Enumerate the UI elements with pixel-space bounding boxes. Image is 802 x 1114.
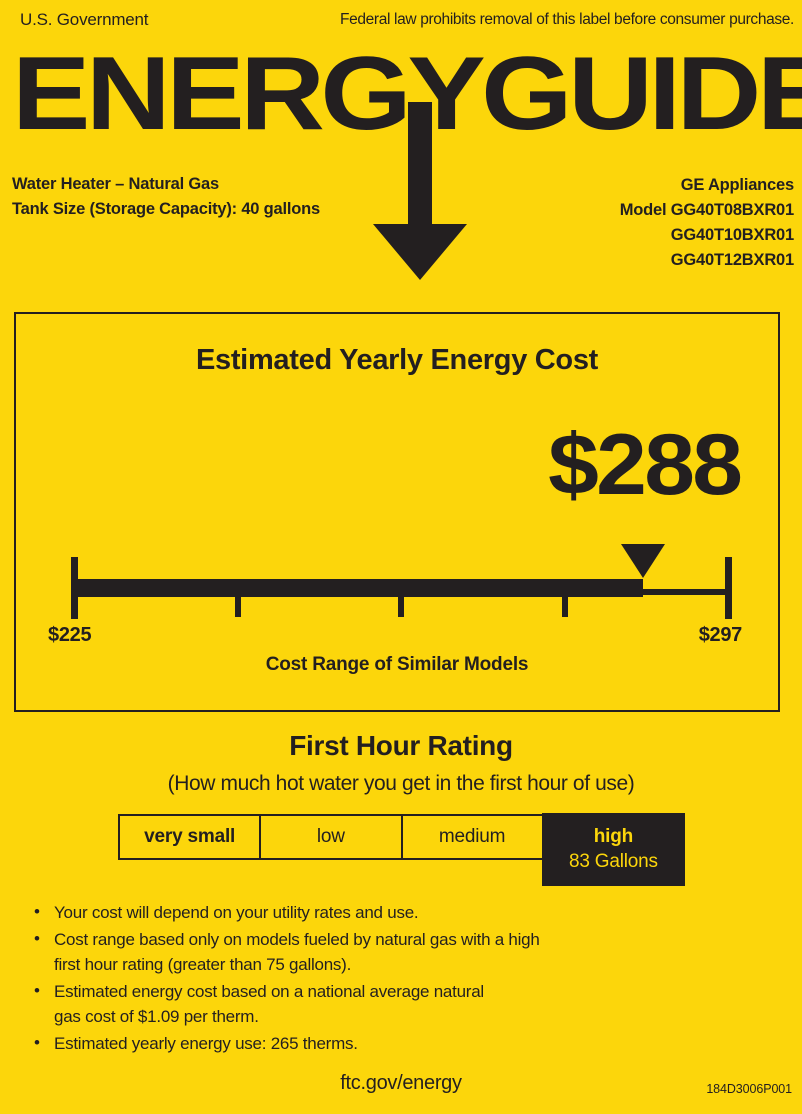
- disclaimer-bullet: Estimated energy cost based on a nationa…: [32, 978, 632, 1029]
- product-description: Water Heater – Natural Gas Tank Size (St…: [12, 172, 320, 222]
- energyguide-wordmark-block: ENERGYGUIDE: [0, 36, 802, 280]
- model-line-1: Model GG40T08BXR01: [619, 201, 794, 219]
- first-hour-rating-title: First Hour Rating: [289, 730, 513, 761]
- disclaimer-bullet: Cost range based only on models fueled b…: [32, 926, 632, 977]
- header-strip: U.S. Government Federal law prohibits re…: [0, 10, 802, 36]
- first-hour-rating-subtitle: (How much hot water you get in the first…: [167, 772, 635, 795]
- fhr-cell-high: high 83 Gallons: [541, 813, 685, 886]
- part-number-label: 184D3006P001: [706, 1082, 792, 1096]
- bullet-line-2: gas cost of $1.09 per therm.: [54, 1007, 259, 1026]
- range-low-label: $225: [48, 624, 92, 646]
- product-tank-size-line: Tank Size (Storage Capacity): 40 gallons: [12, 200, 321, 218]
- estimated-yearly-cost-amount: $288: [547, 417, 743, 513]
- cost-range-caption: Cost Range of Similar Models: [265, 654, 529, 675]
- range-tick-mid-2: [398, 595, 404, 617]
- bullet-line-1: Cost range based only on models fueled b…: [54, 930, 540, 949]
- estimated-yearly-energy-cost-box: Estimated Yearly Energy Cost $288 $225 $…: [14, 312, 780, 712]
- down-arrow-icon: [373, 102, 467, 280]
- product-type-line: Water Heater – Natural Gas: [12, 175, 219, 193]
- first-hour-rating-table: very small low medium high 83 Gallons: [118, 813, 685, 886]
- bullet-line-1: Estimated yearly energy use: 265 therms.: [54, 1034, 358, 1053]
- brand-name: GE Appliances: [680, 176, 794, 194]
- fhr-cell-low: low: [259, 814, 401, 860]
- fhr-cell-medium: medium: [400, 814, 542, 860]
- range-tick-mid-3: [561, 595, 568, 617]
- disclaimer-bullet: Your cost will depend on your utility ra…: [32, 899, 632, 925]
- ftc-energy-url[interactable]: ftc.gov/energy: [340, 1072, 462, 1094]
- brand-and-model-block: GE Appliances Model GG40T08BXR01 GG40T10…: [620, 173, 794, 273]
- fhr-cell-very-small: very small: [118, 814, 260, 860]
- cost-range-marker-icon: [621, 544, 666, 578]
- range-bar-filled: [71, 579, 644, 597]
- range-tick-right: [725, 557, 732, 619]
- fhr-active-label: high: [593, 825, 634, 847]
- range-bar-remainder: [643, 589, 732, 595]
- model-line-3: GG40T12BXR01: [670, 251, 794, 269]
- model-line-2: GG40T10BXR01: [670, 226, 794, 244]
- disclaimer-bullet-list: Your cost will depend on your utility ra…: [32, 899, 632, 1058]
- cost-box-title: Estimated Yearly Energy Cost: [195, 344, 599, 376]
- bullet-line-1: Your cost will depend on your utility ra…: [54, 903, 419, 922]
- bullet-line-2: first hour rating (greater than 75 gallo…: [54, 955, 352, 974]
- bullet-line-1: Estimated energy cost based on a nationa…: [54, 982, 484, 1001]
- energyguide-wordmark: ENERGYGUIDE: [12, 36, 802, 152]
- federal-law-notice: Federal law prohibits removal of this la…: [339, 11, 794, 28]
- cost-range-scale: $225 $297: [16, 529, 778, 649]
- disclaimer-bullet: Estimated yearly energy use: 265 therms.: [32, 1030, 632, 1056]
- range-high-label: $297: [698, 624, 743, 646]
- range-tick-mid-1: [234, 595, 241, 617]
- us-government-label: U.S. Government: [20, 10, 149, 29]
- fhr-active-value: 83 Gallons: [568, 850, 658, 872]
